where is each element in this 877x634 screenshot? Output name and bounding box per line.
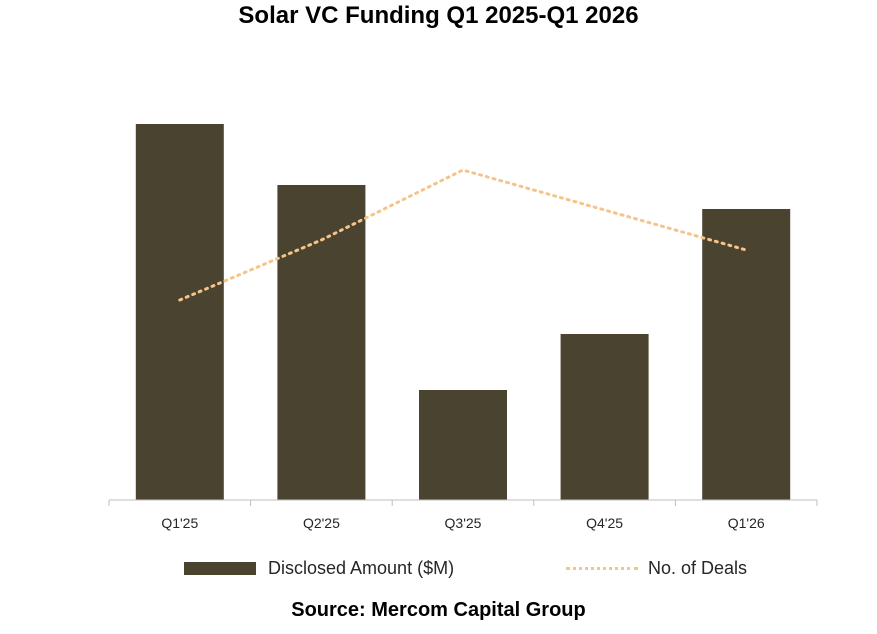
bar-3: [560, 334, 649, 500]
bar-4: [702, 209, 791, 500]
bar-1: [277, 185, 366, 500]
x-tick-label-1: Q2'25: [303, 515, 340, 531]
deals-line: [178, 168, 748, 302]
x-tick-label-3: Q4'25: [586, 515, 623, 531]
x-tick-label-2: Q3'25: [445, 515, 482, 531]
x-tick-label-4: Q1'26: [728, 515, 765, 531]
source-note: Source: Mercom Capital Group: [291, 599, 586, 621]
bar-2: [419, 390, 507, 500]
legend-item-amount: Disclosed Amount ($M): [184, 556, 454, 580]
legend-label-amount: Disclosed Amount ($M): [268, 557, 455, 578]
x-tick-label-0: Q1'25: [161, 515, 198, 531]
legend-label-deals: No. of Deals: [648, 557, 748, 578]
bar-0: [135, 124, 224, 500]
legend-item-deals: No. of Deals: [566, 556, 747, 580]
legend-swatch-deals: [566, 566, 638, 570]
legend-swatch-amount: [184, 561, 256, 575]
chart-title: Solar VC Funding Q1 2025-Q1 2026: [238, 2, 639, 29]
